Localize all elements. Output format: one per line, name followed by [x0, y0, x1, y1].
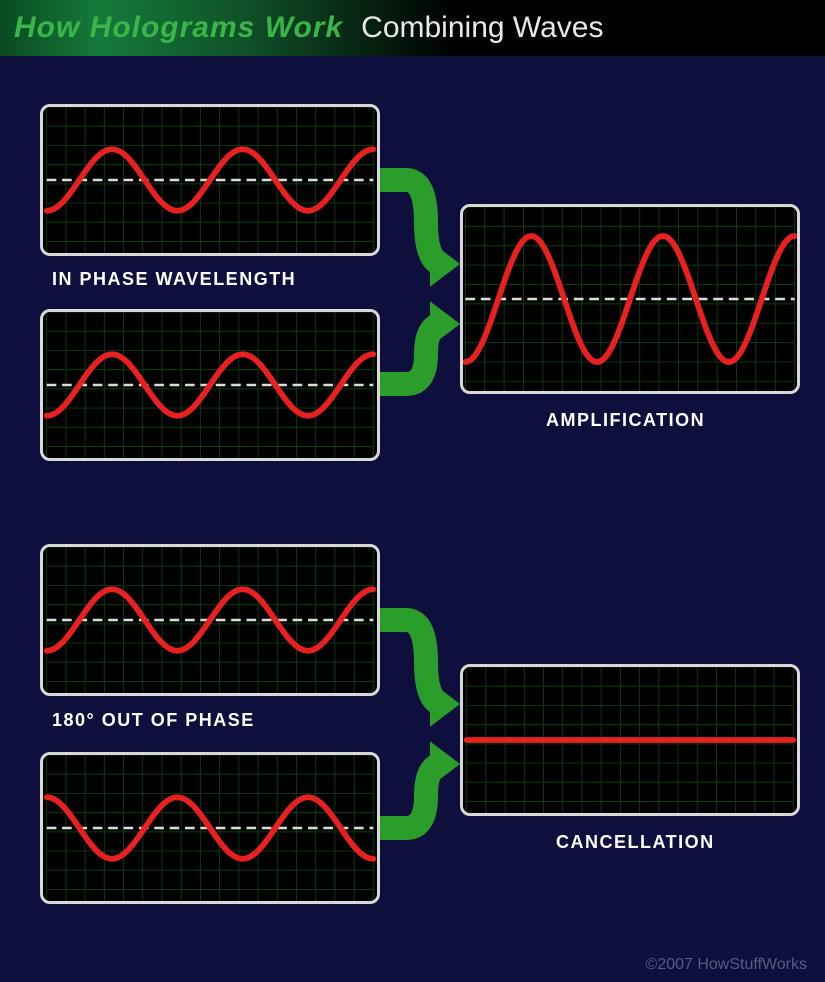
arrow-outphase-bottom [340, 724, 500, 868]
arrow-inphase-bottom [340, 284, 500, 424]
header-title-left: How Holograms Work [14, 11, 343, 45]
diagram-canvas: IN PHASE WAVELENGTH AMPLIFICATION 180° O… [0, 64, 825, 982]
scope-inphase-bottom [40, 309, 380, 461]
label-cancellation: CANCELLATION [556, 832, 715, 853]
header-title-right: Combining Waves [361, 11, 603, 45]
scope-inphase-top [40, 104, 380, 256]
label-amplification: AMPLIFICATION [546, 410, 705, 431]
arrow-outphase-top [340, 580, 500, 744]
label-in-phase: IN PHASE WAVELENGTH [52, 269, 296, 290]
scope-cancellation [460, 664, 800, 816]
header-bar: How Holograms Work Combining Waves [0, 0, 825, 56]
scope-amplification [460, 204, 800, 394]
arrow-inphase-top [340, 140, 500, 304]
footer-copyright: ©2007 HowStuffWorks [646, 956, 808, 974]
scope-outphase-bottom [40, 752, 380, 904]
label-out-phase: 180° OUT OF PHASE [52, 710, 255, 731]
scope-outphase-top [40, 544, 380, 696]
